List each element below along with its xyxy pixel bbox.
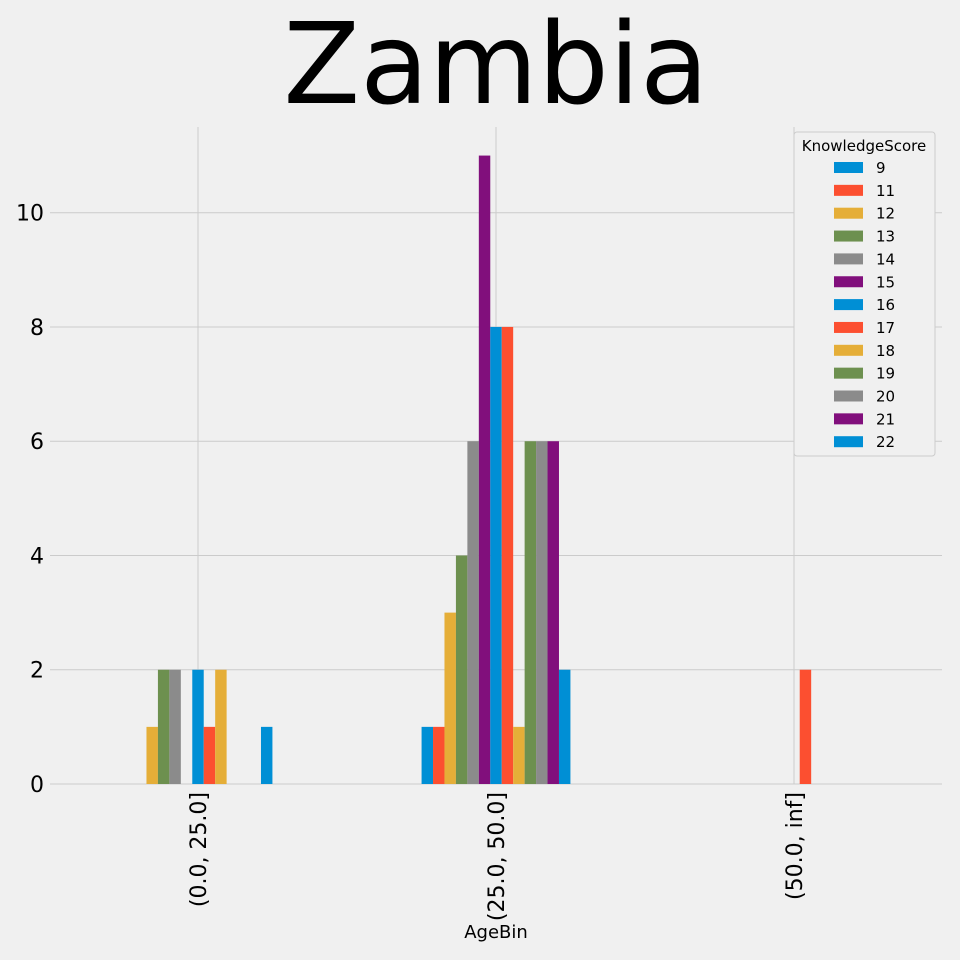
legend-label: 13	[876, 228, 895, 246]
legend-label: 15	[876, 273, 895, 291]
legend-label: 16	[876, 296, 895, 314]
x-tick-label: (25.0, 50.0]	[485, 792, 510, 921]
bar	[215, 669, 227, 784]
legend-label: 22	[876, 433, 895, 451]
legend-swatch	[834, 367, 863, 379]
bar	[799, 669, 812, 784]
bar	[513, 726, 525, 784]
legend-label: 18	[876, 342, 895, 360]
bars	[146, 155, 812, 785]
y-axis-ticks: 0 2 4 6 8 10	[16, 202, 44, 798]
legend-swatch	[834, 184, 863, 196]
bar	[455, 555, 468, 784]
legend-swatch	[834, 207, 863, 219]
bar	[501, 326, 514, 784]
legend: KnowledgeScore 9 11 12 13 14 15 16 17 18 19 20 21 22	[793, 131, 936, 457]
bar	[490, 326, 502, 784]
y-tick-label: 6	[30, 430, 44, 455]
x-tick-label: (0.0, 25.0]	[187, 792, 212, 907]
bar	[433, 726, 445, 784]
bar	[146, 726, 158, 784]
legend-swatch	[834, 299, 863, 311]
bar	[421, 726, 434, 784]
legend-title: KnowledgeScore	[802, 137, 926, 155]
y-tick-label: 10	[16, 202, 44, 227]
legend-swatch	[834, 436, 863, 448]
legend-swatch	[834, 230, 863, 242]
y-tick-label: 8	[30, 316, 44, 341]
bar	[157, 669, 170, 784]
x-tick-label: (50.0, inf]	[783, 792, 808, 900]
x-axis-label: AgeBin	[464, 922, 528, 943]
bar	[169, 669, 181, 784]
legend-label: 11	[876, 182, 895, 200]
legend-label: 20	[876, 388, 895, 406]
legend-label: 17	[876, 319, 895, 337]
legend-swatch	[834, 276, 863, 288]
legend-swatch	[834, 321, 863, 333]
legend-label: 12	[876, 205, 895, 223]
bar	[467, 441, 479, 784]
chart-title: Zambia	[283, 0, 708, 130]
bar	[192, 669, 204, 784]
bar	[547, 441, 559, 784]
legend-box	[793, 131, 936, 457]
x-axis-ticks: (0.0, 25.0] (25.0, 50.0] (50.0, inf]	[187, 792, 808, 921]
bar	[536, 441, 548, 784]
bar	[203, 726, 216, 784]
legend-label: 21	[876, 410, 895, 428]
bar	[260, 726, 273, 784]
legend-label: 9	[876, 159, 886, 177]
bar	[444, 612, 456, 784]
bar	[558, 669, 571, 784]
legend-swatch	[834, 253, 863, 265]
legend-label: 19	[876, 365, 895, 383]
y-tick-label: 2	[30, 659, 44, 684]
y-tick-label: 4	[30, 544, 44, 569]
legend-swatch	[834, 390, 863, 402]
legend-swatch	[834, 344, 863, 356]
legend-swatch	[834, 162, 863, 173]
legend-swatch	[834, 413, 863, 425]
legend-label: 14	[876, 250, 895, 268]
y-tick-label: 0	[30, 773, 44, 798]
bar	[478, 155, 491, 785]
bar	[524, 441, 537, 784]
